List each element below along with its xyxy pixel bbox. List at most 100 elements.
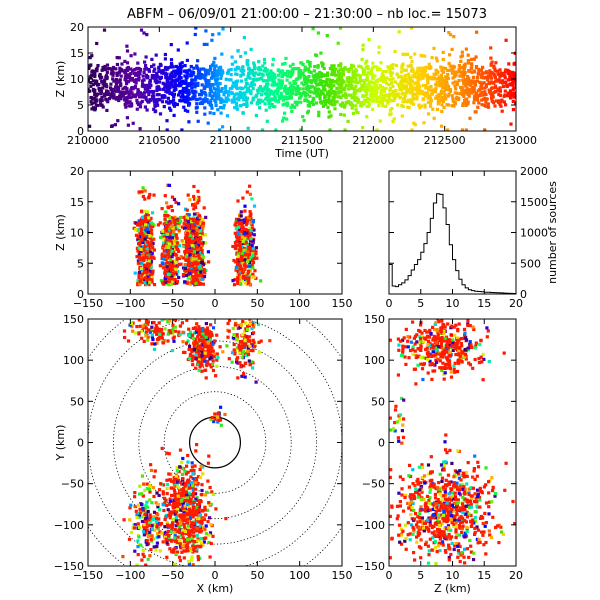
time-height-point	[147, 68, 151, 72]
time-height-point	[465, 97, 469, 101]
time-height-point	[319, 51, 323, 55]
time-height-point	[282, 116, 286, 120]
x-y-point	[142, 339, 146, 343]
x-y-point	[208, 335, 212, 339]
time-height-point	[385, 81, 389, 85]
time-height-point	[463, 101, 467, 105]
time-height-point	[103, 64, 107, 69]
time-height-point	[312, 78, 316, 82]
time-height-point	[250, 68, 254, 72]
time-height-point	[195, 102, 199, 106]
time-height-point	[154, 73, 158, 77]
time-height-point	[89, 81, 93, 85]
time-height-point	[411, 92, 415, 96]
x-z-point	[160, 261, 164, 265]
x-z-point	[151, 241, 155, 246]
x-z-point	[146, 218, 150, 222]
x-y-point	[209, 365, 213, 369]
time-height-point	[410, 59, 414, 64]
time-height-point	[91, 79, 95, 83]
time-height-point	[440, 124, 444, 128]
time-height-point	[472, 101, 476, 105]
x-z-point	[141, 241, 145, 245]
x-y-point	[197, 338, 201, 342]
time-height-point	[144, 73, 149, 77]
time-height-point	[377, 45, 381, 49]
time-height-point	[441, 99, 445, 103]
time-height-point	[312, 76, 316, 80]
x-z-point	[149, 231, 153, 235]
time-height-point	[251, 97, 255, 101]
x-y-point	[233, 323, 237, 327]
x-z-point	[170, 249, 174, 253]
x-z-point	[174, 261, 178, 265]
time-height-point	[311, 99, 315, 103]
time-height-point	[514, 91, 516, 95]
time-height-point	[360, 87, 364, 91]
x-y-point	[197, 369, 201, 373]
x-z-point	[192, 184, 196, 189]
time-height-point	[379, 92, 383, 96]
x-y-point	[192, 348, 197, 352]
time-height-point	[136, 61, 140, 65]
time-height-point	[459, 59, 463, 63]
time-height-point	[434, 56, 438, 60]
time-height-point	[366, 83, 370, 87]
x-z-point	[169, 263, 173, 267]
x-z-point	[254, 246, 258, 250]
time-height-point	[369, 87, 373, 91]
time-height-point	[420, 90, 424, 94]
x-z-point	[184, 214, 188, 218]
time-height-point	[281, 72, 285, 76]
x-y-point	[144, 326, 148, 330]
time-height-point	[347, 84, 351, 88]
x-y-point	[197, 328, 201, 332]
time-height-point	[424, 91, 428, 95]
y-axis-label: Z (km)	[54, 214, 67, 251]
x-y-point	[208, 363, 212, 367]
x-z-point	[185, 208, 189, 212]
time-height-point	[470, 63, 474, 67]
x-y-point	[166, 332, 170, 336]
time-height-point	[115, 56, 119, 60]
time-height-point	[371, 92, 375, 96]
time-height-point	[345, 76, 349, 80]
x-z-point	[141, 219, 145, 224]
x-z-point	[175, 241, 179, 245]
x-z-point	[188, 269, 192, 273]
time-height-point	[195, 110, 199, 114]
time-height-point	[115, 62, 119, 67]
time-height-point	[462, 92, 466, 96]
time-height-point	[499, 104, 503, 108]
x-z-point	[196, 271, 200, 275]
time-height-point	[210, 96, 214, 100]
time-height-point	[110, 88, 114, 92]
x-z-point	[195, 253, 199, 257]
time-height-point	[263, 87, 267, 91]
x-y-point	[231, 299, 234, 302]
x-y-point	[130, 325, 134, 329]
time-height-point	[305, 76, 310, 80]
time-height-point	[208, 91, 212, 95]
time-height-point	[460, 85, 464, 90]
time-height-point	[154, 53, 158, 57]
x-y-point	[133, 331, 137, 335]
x-y-point	[239, 340, 243, 344]
x-y-point	[235, 346, 239, 350]
time-height-point	[163, 86, 167, 90]
time-height-point	[384, 104, 388, 108]
x-z-point	[185, 273, 189, 277]
time-height-point	[435, 59, 439, 63]
time-height-point	[255, 93, 259, 97]
x-z-point	[187, 256, 191, 260]
time-height-point	[285, 117, 289, 121]
time-height-point	[377, 104, 381, 108]
time-height-point	[375, 68, 380, 72]
x-y-point	[244, 340, 248, 345]
x-z-point	[139, 209, 144, 213]
time-height-point	[472, 90, 477, 94]
x-y-point	[141, 324, 145, 328]
time-height-point	[250, 83, 254, 87]
x-y-point	[187, 333, 191, 338]
time-height-point	[447, 61, 451, 66]
